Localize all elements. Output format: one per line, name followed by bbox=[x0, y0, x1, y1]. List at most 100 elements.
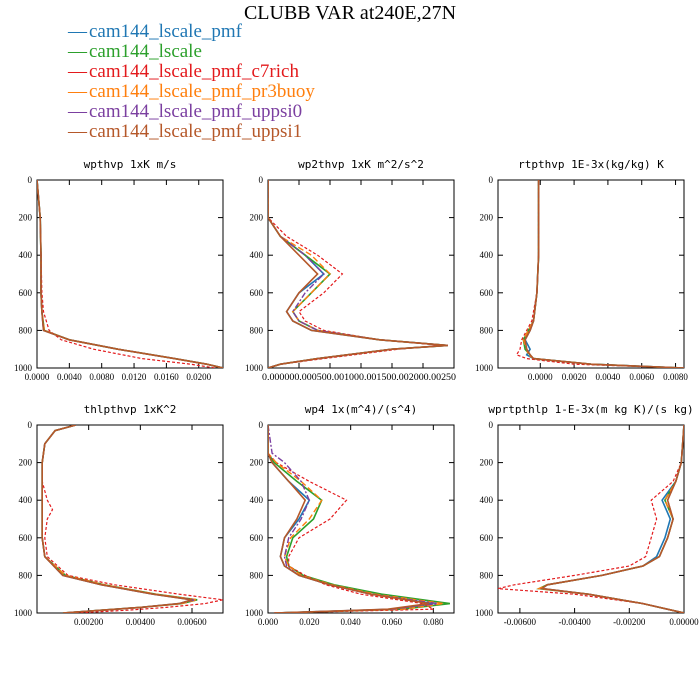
panel-frame bbox=[497, 424, 685, 614]
panel-frame bbox=[36, 179, 224, 369]
series-line-cam144-lscale bbox=[41, 425, 198, 613]
series-line-cam144-lscale-pmf-uppsi1 bbox=[268, 425, 430, 613]
series-line-cam144-lscale-pmf-c7rich bbox=[498, 425, 684, 613]
x-tick-label: 0.00200 bbox=[74, 617, 104, 627]
series-line-cam144-lscale-pmf-c7rich bbox=[37, 180, 215, 368]
series-line-cam144-lscale-pmf-c7rich bbox=[41, 425, 223, 613]
legend-label: cam144_lscale bbox=[89, 41, 202, 62]
panel-title: thlpthvp 1xK^2 bbox=[84, 403, 177, 416]
y-tick-label: 600 bbox=[250, 288, 264, 298]
y-tick-label: 1000 bbox=[245, 608, 264, 618]
y-tick-label: 400 bbox=[19, 250, 33, 260]
y-tick-label: 0 bbox=[259, 420, 264, 430]
legend-line-icon: — bbox=[68, 61, 87, 82]
x-tick-label: -0.00600 bbox=[504, 617, 537, 627]
series-line-cam144-lscale-pmf-c7rich bbox=[268, 180, 442, 368]
series-line-cam144-lscale-pmf-uppsi1 bbox=[41, 425, 193, 613]
panel-title: wprtpthlp 1-E-3x(m kg K)/(s kg) bbox=[488, 403, 693, 416]
series-line-cam144-lscale-pmf-pr3buoy bbox=[268, 425, 444, 613]
series-line-cam144-lscale-pmf-uppsi0 bbox=[524, 180, 684, 368]
x-tick-label: 0.0200 bbox=[186, 372, 211, 382]
series-line-cam144-lscale-pmf-uppsi0 bbox=[268, 180, 448, 368]
y-tick-label: 400 bbox=[19, 495, 33, 505]
y-tick-label: 0 bbox=[259, 175, 264, 185]
y-tick-label: 800 bbox=[480, 570, 494, 580]
legend-label: cam144_lscale_pmf_c7rich bbox=[89, 61, 299, 82]
x-tick-labels: 0.000000.000500.001000.001500.002000.002… bbox=[262, 372, 457, 382]
legend-line-icon: — bbox=[68, 41, 87, 62]
series-line-cam144-lscale bbox=[522, 180, 684, 368]
series-line-cam144-lscale-pmf bbox=[268, 180, 448, 368]
series-line-cam144-lscale-pmf-uppsi1 bbox=[539, 425, 684, 613]
legend-label: cam144_lscale_pmf bbox=[89, 21, 243, 42]
legend-label: cam144_lscale_pmf_pr3buoy bbox=[89, 81, 315, 102]
x-tick-label: 0.020 bbox=[299, 617, 320, 627]
series-line-cam144-lscale-pmf-c7rich bbox=[515, 180, 684, 368]
x-tick-label: 0.0000 bbox=[25, 372, 50, 382]
series-line-cam144-lscale-pmf-uppsi0 bbox=[37, 180, 223, 368]
legend-label: cam144_lscale_pmf_uppsi0 bbox=[89, 101, 303, 122]
y-tick-label: 1000 bbox=[245, 363, 264, 373]
panel-frame bbox=[36, 424, 224, 614]
series-line-cam144-lscale-pmf bbox=[524, 180, 684, 368]
panel-3: rtpthvp 1E-3x(kg/kg) K 0 200 400 600 800 1000 0… bbox=[475, 158, 688, 382]
y-tick-label: 400 bbox=[480, 495, 494, 505]
x-tick-label: 0.0080 bbox=[663, 372, 688, 382]
legend-line-icon: — bbox=[68, 101, 87, 122]
x-tick-label: 0.00400 bbox=[126, 617, 156, 627]
series-line-cam144-lscale-pmf-pr3buoy bbox=[41, 425, 198, 613]
y-tick-label: 800 bbox=[19, 325, 33, 335]
y-tick-label: 800 bbox=[480, 325, 494, 335]
legend-item: — cam144_lscale_pmf bbox=[68, 22, 315, 42]
series-line-cam144-lscale-pmf-pr3buoy bbox=[268, 180, 448, 368]
legend: — cam144_lscale_pmf — cam144_lscale — cam144_… bbox=[68, 22, 315, 142]
series-line-cam144-lscale bbox=[268, 180, 448, 368]
panel-title: wp2thvp 1xK m^2/s^2 bbox=[298, 158, 424, 171]
y-tick-label: 400 bbox=[480, 250, 494, 260]
series-line-cam144-lscale-pmf-pr3buoy bbox=[37, 180, 223, 368]
series-line-cam144-lscale-pmf bbox=[37, 180, 223, 368]
y-tick-label: 600 bbox=[480, 288, 494, 298]
x-tick-label: 0.0040 bbox=[596, 372, 621, 382]
panel-title: wpthvp 1xK m/s bbox=[84, 158, 177, 171]
x-tick-label: 0.0160 bbox=[154, 372, 179, 382]
x-tick-label: 0.0060 bbox=[629, 372, 654, 382]
y-tick-label: 600 bbox=[250, 533, 264, 543]
legend-line-icon: — bbox=[68, 81, 87, 102]
series-line-cam144-lscale-pmf-c7rich bbox=[268, 425, 436, 613]
series-line-cam144-lscale-pmf bbox=[268, 425, 434, 613]
y-tick-label: 800 bbox=[250, 570, 264, 580]
series-line-cam144-lscale-pmf-pr3buoy bbox=[522, 180, 684, 368]
y-tick-label: 1000 bbox=[14, 363, 33, 373]
y-tick-label: 1000 bbox=[14, 608, 33, 618]
y-tick-label: 1000 bbox=[475, 363, 494, 373]
legend-label: cam144_lscale_pmf_uppsi1 bbox=[89, 121, 303, 142]
x-tick-label: 0.0120 bbox=[122, 372, 147, 382]
y-tick-label: 400 bbox=[250, 495, 264, 505]
y-tick-label: 600 bbox=[19, 533, 33, 543]
legend-item: — cam144_lscale_pmf_pr3buoy bbox=[68, 82, 315, 102]
legend-line-icon: — bbox=[68, 121, 87, 142]
panel-title: rtpthvp 1E-3x(kg/kg) K bbox=[518, 158, 664, 171]
y-tick-label: 200 bbox=[250, 213, 264, 223]
y-tick-label: 0 bbox=[28, 420, 33, 430]
x-tick-label: 0.0080 bbox=[89, 372, 114, 382]
y-tick-label: 200 bbox=[19, 213, 33, 223]
panel-frame bbox=[267, 179, 455, 369]
y-tick-label: 200 bbox=[480, 213, 494, 223]
y-tick-label: 0 bbox=[489, 420, 494, 430]
x-tick-label: 0.00600 bbox=[177, 617, 207, 627]
series-line-cam144-lscale bbox=[536, 425, 684, 613]
y-tick-label: 600 bbox=[19, 288, 33, 298]
series-line-cam144-lscale-pmf-uppsi1 bbox=[268, 180, 448, 368]
y-tick-label: 200 bbox=[250, 458, 264, 468]
series-line-cam144-lscale-pmf-pr3buoy bbox=[536, 425, 684, 613]
panel-4: thlpthvp 1xK^2 0 200 400 600 800 1000 0.00200 0.… bbox=[14, 403, 224, 627]
x-tick-label: 0.060 bbox=[382, 617, 403, 627]
series-line-cam144-lscale-pmf-uppsi0 bbox=[268, 425, 438, 613]
legend-item: — cam144_lscale_pmf_uppsi0 bbox=[68, 102, 315, 122]
panel-2: wp2thvp 1xK m^2/s^2 0 200 400 600 800 10000.00… bbox=[245, 158, 457, 382]
